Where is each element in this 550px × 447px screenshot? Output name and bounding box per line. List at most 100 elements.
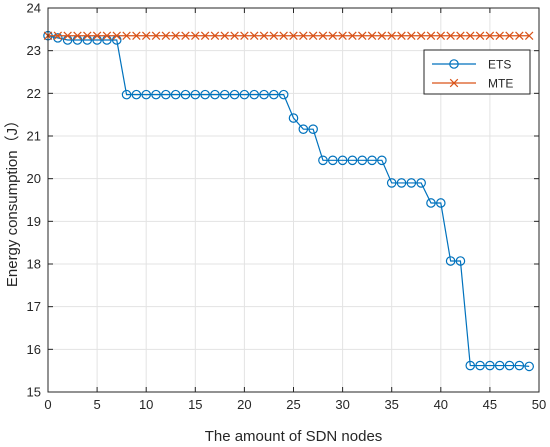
x-tick-label: 35 <box>384 397 398 412</box>
data-point <box>416 178 426 188</box>
y-tick-label: 15 <box>27 385 41 400</box>
data-point <box>161 31 171 40</box>
data-point <box>327 155 338 166</box>
data-point <box>210 89 220 100</box>
x-tick-label: 15 <box>188 397 202 412</box>
data-point <box>514 360 525 371</box>
legend-label: MTE <box>488 77 513 91</box>
data-point <box>298 124 309 134</box>
data-point <box>338 31 347 40</box>
data-point <box>259 89 269 100</box>
legend-label: ETS <box>488 58 511 72</box>
data-point <box>210 31 220 40</box>
data-point <box>92 31 102 40</box>
data-point <box>396 178 407 188</box>
data-point <box>278 89 289 100</box>
data-point <box>83 31 92 40</box>
data-point <box>112 31 121 40</box>
x-tick-label: 40 <box>434 397 448 412</box>
data-point <box>367 31 377 40</box>
data-point <box>347 155 358 166</box>
data-point <box>102 31 112 40</box>
data-point <box>122 31 131 40</box>
data-point <box>219 89 230 100</box>
data-point <box>299 31 308 40</box>
data-point <box>436 31 446 40</box>
data-point <box>426 198 436 208</box>
data-point <box>259 31 269 40</box>
data-point <box>524 31 534 40</box>
legend-item-mte: MTE <box>432 77 513 91</box>
data-point <box>358 31 367 40</box>
x-tick-label: 50 <box>532 397 546 412</box>
data-point <box>524 361 534 372</box>
tick-labels: 0 5 10 15 20 25 30 35 40 45 50 15 16 17 18 19 20 21 22 23 24 <box>27 1 547 413</box>
x-tick-label: 5 <box>93 397 100 412</box>
data-point <box>485 360 495 371</box>
x-tick-label: 45 <box>483 397 497 412</box>
data-point <box>279 31 288 40</box>
data-point <box>308 31 318 40</box>
data-point <box>435 198 446 208</box>
data-point <box>449 59 459 69</box>
data-point <box>407 31 416 40</box>
data-point <box>288 113 299 123</box>
y-tick-label: 24 <box>27 1 41 16</box>
legend: ETS MTE <box>423 49 531 95</box>
data-point <box>239 89 250 100</box>
data-point <box>269 31 279 40</box>
data-point <box>475 31 485 40</box>
y-tick-label: 17 <box>27 299 41 314</box>
data-point <box>504 360 515 371</box>
data-point <box>308 124 318 134</box>
data-point <box>269 89 279 100</box>
data-point <box>446 31 455 40</box>
data-point <box>387 31 396 40</box>
data-point <box>132 31 141 40</box>
data-point <box>63 31 72 40</box>
data-point <box>416 31 426 40</box>
data-point <box>190 89 201 100</box>
data-point <box>337 155 348 166</box>
y-tick-label: 21 <box>27 129 41 144</box>
data-point <box>328 31 338 40</box>
data-point <box>200 31 210 40</box>
y-tick-label: 18 <box>27 257 41 272</box>
data-point <box>495 31 504 40</box>
data-point <box>53 31 63 40</box>
data-point <box>386 178 397 188</box>
data-point <box>170 89 181 100</box>
legend-item-ets: ETS <box>432 58 511 72</box>
data-point <box>141 89 151 100</box>
data-point <box>456 31 465 40</box>
data-point <box>475 360 485 371</box>
series-mte <box>43 31 534 40</box>
data-point <box>131 89 142 100</box>
data-point <box>240 31 249 40</box>
data-point <box>426 31 436 40</box>
y-tick-label: 22 <box>27 86 41 101</box>
data-point <box>318 155 328 166</box>
data-point <box>191 31 200 40</box>
legend-box <box>423 49 531 95</box>
data-point <box>73 31 82 40</box>
x-tick-label: 10 <box>139 397 153 412</box>
data-point <box>318 31 328 40</box>
y-tick-label: 23 <box>27 43 41 58</box>
data-point <box>494 360 505 371</box>
data-point <box>367 155 377 166</box>
data-point <box>377 155 387 166</box>
data-point <box>357 155 368 166</box>
data-point <box>406 178 417 188</box>
data-point <box>161 89 171 100</box>
data-point <box>348 31 357 40</box>
data-point <box>181 31 190 40</box>
y-tick-label: 20 <box>27 171 41 186</box>
y-tick-label: 19 <box>27 214 41 229</box>
x-tick-label: 25 <box>286 397 300 412</box>
y-axis-title: Energy consumption（J） <box>4 113 21 287</box>
data-point <box>515 31 524 40</box>
data-point <box>230 31 239 40</box>
data-point <box>289 31 298 40</box>
